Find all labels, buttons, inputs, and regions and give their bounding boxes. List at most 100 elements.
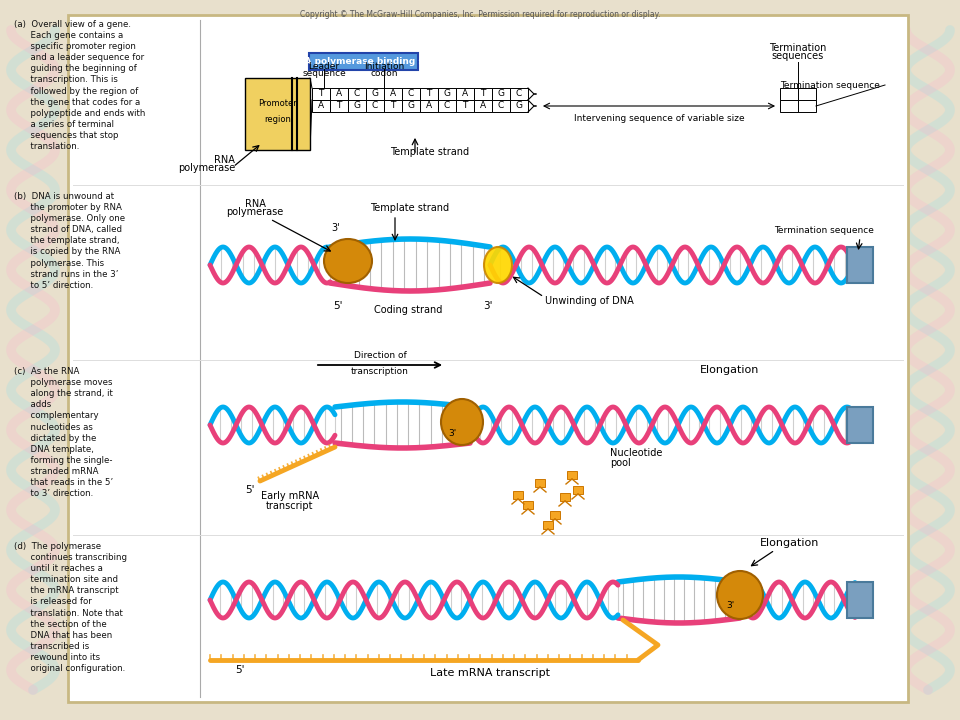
Text: Template strand: Template strand bbox=[371, 203, 449, 213]
Bar bbox=[798, 100, 816, 112]
Bar bbox=[402, 100, 420, 112]
Bar bbox=[474, 88, 492, 100]
Text: A: A bbox=[336, 89, 342, 99]
Text: 3': 3' bbox=[332, 223, 340, 233]
Text: 5': 5' bbox=[246, 485, 255, 495]
Bar bbox=[456, 88, 474, 100]
Text: A: A bbox=[318, 102, 324, 110]
Text: polymerase: polymerase bbox=[178, 163, 235, 173]
Bar bbox=[798, 88, 816, 100]
Text: Termination sequence: Termination sequence bbox=[774, 226, 874, 235]
Text: Intervening sequence of variable size: Intervening sequence of variable size bbox=[574, 114, 744, 123]
Text: 3': 3' bbox=[483, 301, 492, 311]
Bar bbox=[438, 100, 456, 112]
Text: T: T bbox=[426, 89, 432, 99]
Text: Termination sequence: Termination sequence bbox=[780, 81, 880, 89]
Bar bbox=[312, 88, 330, 100]
Text: Coding strand: Coding strand bbox=[373, 305, 443, 315]
Text: codon: codon bbox=[371, 69, 397, 78]
Bar bbox=[312, 100, 330, 112]
Text: G: G bbox=[372, 89, 378, 99]
Text: Elongation: Elongation bbox=[700, 365, 759, 375]
Bar bbox=[366, 100, 384, 112]
Ellipse shape bbox=[717, 571, 763, 619]
Bar bbox=[384, 100, 402, 112]
Bar bbox=[420, 100, 438, 112]
Text: polymerase: polymerase bbox=[227, 207, 283, 217]
Bar bbox=[847, 582, 873, 618]
Text: sequence: sequence bbox=[302, 69, 346, 78]
Text: Direction of: Direction of bbox=[353, 351, 406, 360]
Text: Initiation: Initiation bbox=[364, 62, 404, 71]
Text: Late mRNA transcript: Late mRNA transcript bbox=[430, 668, 550, 678]
Bar bbox=[513, 491, 523, 499]
Text: Termination: Termination bbox=[769, 43, 827, 53]
Bar bbox=[573, 486, 583, 494]
Ellipse shape bbox=[484, 247, 512, 283]
Bar bbox=[330, 88, 348, 100]
Text: C: C bbox=[408, 89, 414, 99]
Text: G: G bbox=[353, 102, 361, 110]
Text: region: region bbox=[264, 115, 291, 125]
Bar bbox=[68, 15, 908, 702]
Bar bbox=[348, 88, 366, 100]
Text: Template strand: Template strand bbox=[391, 147, 469, 157]
Text: pool: pool bbox=[610, 458, 631, 468]
Bar bbox=[384, 88, 402, 100]
Bar bbox=[456, 100, 474, 112]
Text: RNA polymerase binding site: RNA polymerase binding site bbox=[290, 57, 437, 66]
Text: A: A bbox=[480, 102, 486, 110]
Text: C: C bbox=[354, 89, 360, 99]
Bar bbox=[780, 88, 798, 100]
Ellipse shape bbox=[324, 239, 372, 283]
Bar bbox=[438, 88, 456, 100]
Text: T: T bbox=[480, 89, 486, 99]
Text: (a)  Overall view of a gene.
      Each gene contains a
      specific promoter : (a) Overall view of a gene. Each gene co… bbox=[14, 20, 145, 151]
Bar bbox=[543, 521, 553, 529]
Text: transcript: transcript bbox=[266, 501, 314, 511]
Text: Elongation: Elongation bbox=[760, 538, 820, 548]
Text: Nucleotide: Nucleotide bbox=[610, 448, 662, 458]
Bar bbox=[366, 88, 384, 100]
Bar bbox=[492, 100, 510, 112]
Bar bbox=[474, 100, 492, 112]
Bar bbox=[330, 100, 348, 112]
Text: T: T bbox=[463, 102, 468, 110]
Text: A: A bbox=[462, 89, 468, 99]
Text: transcription: transcription bbox=[351, 367, 409, 376]
Bar bbox=[567, 471, 577, 479]
Bar bbox=[348, 100, 366, 112]
Text: sequences: sequences bbox=[772, 51, 824, 61]
Text: T: T bbox=[336, 102, 342, 110]
Text: G: G bbox=[407, 102, 415, 110]
Text: 3': 3' bbox=[726, 600, 734, 610]
Bar bbox=[535, 479, 545, 487]
Bar bbox=[847, 407, 873, 443]
Text: Unwinding of DNA: Unwinding of DNA bbox=[545, 296, 634, 306]
Text: G: G bbox=[497, 89, 505, 99]
Text: 5': 5' bbox=[235, 665, 245, 675]
Text: (b)  DNA is unwound at
      the promoter by RNA
      polymerase. Only one
    : (b) DNA is unwound at the promoter by RN… bbox=[14, 192, 125, 289]
Text: 3': 3' bbox=[448, 428, 456, 438]
Bar bbox=[847, 247, 873, 283]
Bar bbox=[492, 88, 510, 100]
Text: Early mRNA: Early mRNA bbox=[261, 491, 319, 501]
Text: A: A bbox=[426, 102, 432, 110]
Text: G: G bbox=[516, 102, 522, 110]
Bar bbox=[523, 501, 533, 509]
Text: Copyright © The McGraw-Hill Companies, Inc. Permission required for reproduction: Copyright © The McGraw-Hill Companies, I… bbox=[300, 10, 660, 19]
Bar bbox=[510, 88, 528, 100]
Text: RNA: RNA bbox=[214, 155, 235, 165]
Text: C: C bbox=[444, 102, 450, 110]
Bar bbox=[420, 88, 438, 100]
Text: Promoter: Promoter bbox=[258, 99, 297, 108]
Ellipse shape bbox=[441, 399, 483, 445]
Text: T: T bbox=[319, 89, 324, 99]
Text: (c)  As the RNA
      polymerase moves
      along the strand, it
      adds
   : (c) As the RNA polymerase moves along th… bbox=[14, 367, 113, 498]
Text: C: C bbox=[516, 89, 522, 99]
Text: RNA: RNA bbox=[245, 199, 265, 209]
Text: G: G bbox=[444, 89, 450, 99]
Text: C: C bbox=[498, 102, 504, 110]
Text: T: T bbox=[391, 102, 396, 110]
Text: C: C bbox=[372, 102, 378, 110]
